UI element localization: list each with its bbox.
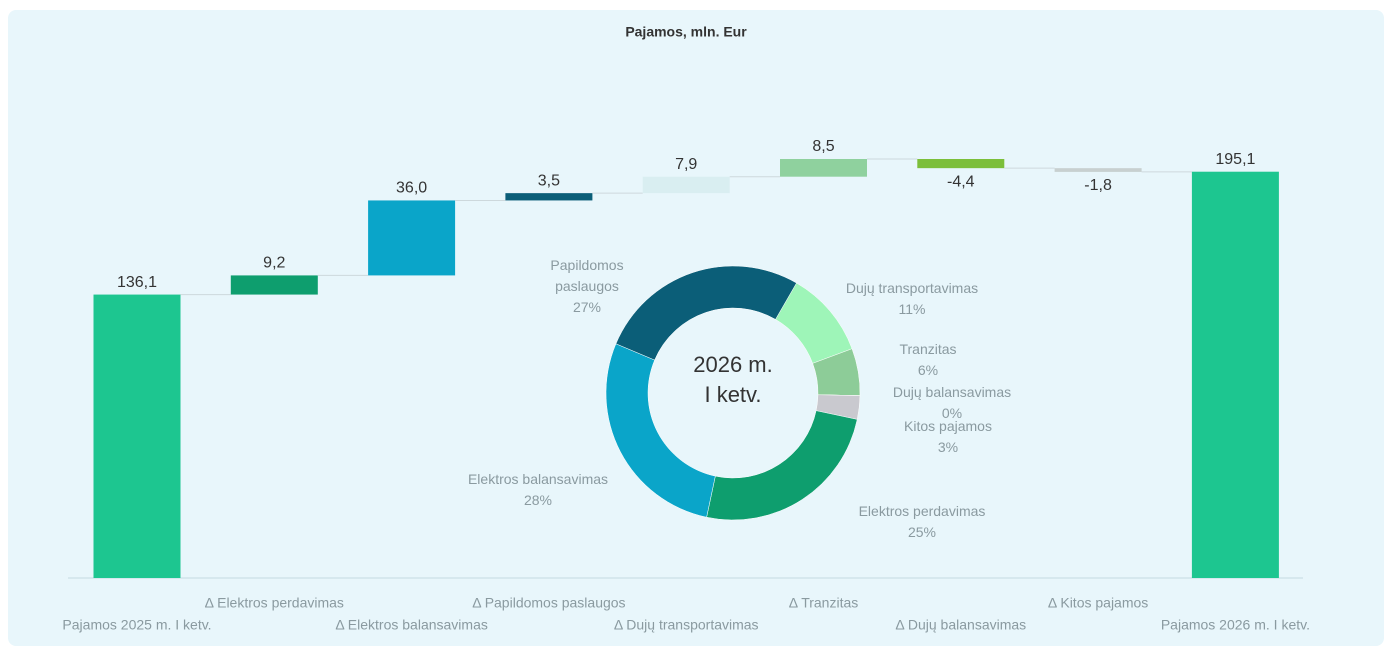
category-label: Δ Dujų transportavimas <box>614 617 759 633</box>
category-label: Pajamos 2026 m. I ketv. <box>1161 617 1310 633</box>
donut-label-value: 11% <box>898 301 926 317</box>
donut-slice <box>615 265 797 361</box>
category-label: Δ Elektros balansavimas <box>335 617 488 633</box>
bar <box>230 275 318 295</box>
donut-label-name: Kitos pajamos <box>904 418 992 434</box>
value-label: 3,5 <box>538 172 560 189</box>
donut-label: Papildomos paslaugos 27% <box>542 255 632 318</box>
donut-label-value: 28% <box>523 492 553 508</box>
donut-label: Elektros balansavimas 28% <box>448 469 628 511</box>
donut-label-name: Papildomos paslaugos <box>550 257 624 294</box>
donut-center-label: 2026 m. I ketv. <box>693 352 773 407</box>
donut-label: Elektros perdavimas 25% <box>837 501 1007 543</box>
donut-label-name: Dujų transportavimas <box>845 280 979 296</box>
bar <box>1191 171 1279 578</box>
donut-slice <box>706 410 858 521</box>
donut-label: Dujų balansavimas 0% <box>872 382 1032 424</box>
value-label: 195,1 <box>1215 151 1255 168</box>
category-label: Δ Papildomos paslaugos <box>472 595 625 611</box>
donut-label-name: Elektros balansavimas <box>467 471 609 487</box>
value-label: -1,8 <box>1084 177 1112 194</box>
donut-label: Dujų transportavimas 11% <box>812 278 1012 320</box>
donut-label: Kitos pajamos 3% <box>878 416 1018 458</box>
donut-label-name: Dujų balansavimas <box>892 384 1012 400</box>
chart-title: Pajamos, mln. Eur <box>625 24 747 40</box>
value-label: 9,2 <box>263 255 285 272</box>
bar <box>1054 168 1142 172</box>
value-label: 136,1 <box>117 274 157 291</box>
category-label: Pajamos 2025 m. I ketv. <box>62 617 211 633</box>
donut-label-value: 0% <box>941 405 963 421</box>
bar <box>642 176 730 194</box>
card <box>8 10 1384 646</box>
donut-label-value: 25% <box>907 524 937 540</box>
value-label: -4,4 <box>947 173 975 190</box>
bar <box>780 159 867 177</box>
donut-label-name: Tranzitas <box>899 341 957 357</box>
category-label: Δ Dujų balansavimas <box>895 617 1026 633</box>
category-label: Δ Elektros perdavimas <box>205 595 344 611</box>
value-label: 36,0 <box>396 180 427 197</box>
donut-label-value: 3% <box>937 439 959 455</box>
bar <box>93 294 181 578</box>
donut-label-value: 6% <box>917 362 939 378</box>
donut-label-name: Elektros perdavimas <box>858 503 986 519</box>
bar <box>917 159 1005 169</box>
value-label: 8,5 <box>812 138 834 155</box>
value-label: 7,9 <box>675 156 697 173</box>
bar <box>368 200 456 276</box>
category-label: Δ Tranzitas <box>789 595 859 611</box>
donut-label-value: 27% <box>572 299 602 315</box>
category-label: Δ Kitos pajamos <box>1048 595 1148 611</box>
bar <box>505 193 593 201</box>
donut-label: Tranzitas 6% <box>868 339 988 381</box>
